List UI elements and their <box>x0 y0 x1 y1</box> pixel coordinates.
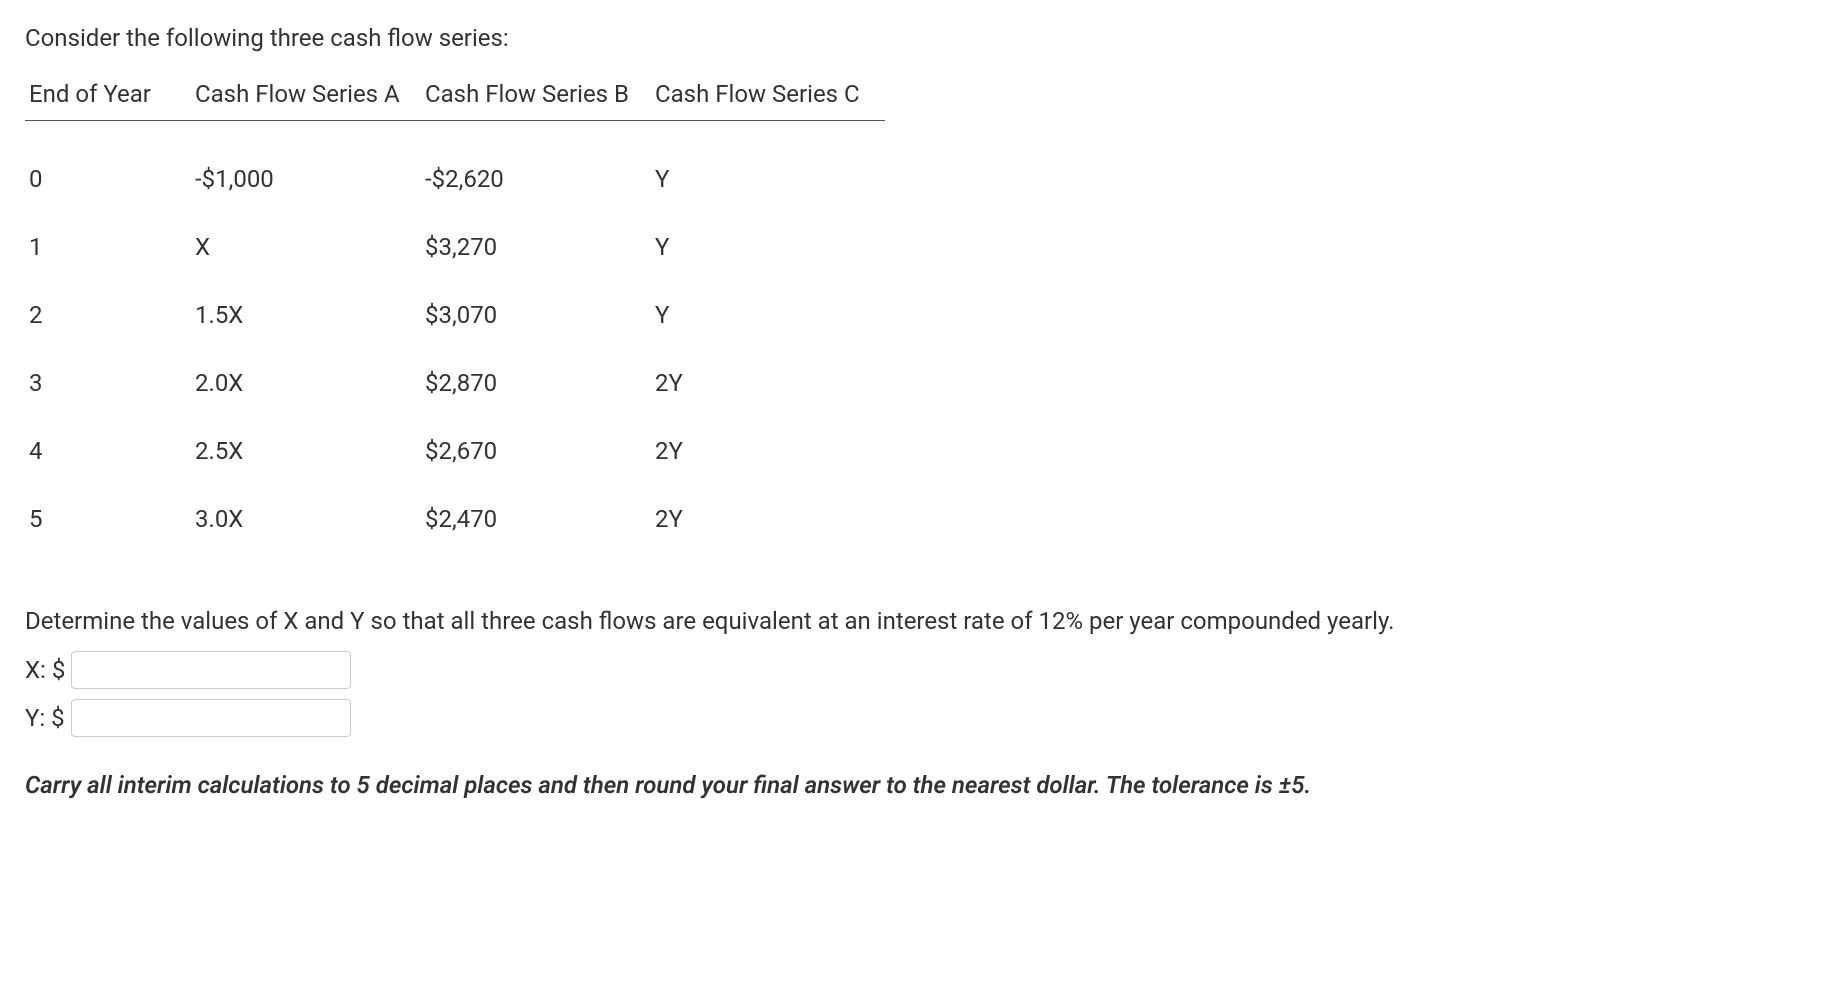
cell-series-a: 3.0X <box>195 485 425 553</box>
cell-series-b: $3,270 <box>425 213 655 281</box>
y-input[interactable] <box>71 699 351 737</box>
table-row: 2 1.5X $3,070 Y <box>25 281 885 349</box>
cell-series-b: $2,470 <box>425 485 655 553</box>
cash-flow-table: End of Year Cash Flow Series A Cash Flow… <box>25 68 885 553</box>
cell-series-b: $2,670 <box>425 417 655 485</box>
table-header-row: End of Year Cash Flow Series A Cash Flow… <box>25 68 885 121</box>
question-text: Determine the values of X and Y so that … <box>25 603 1812 639</box>
input-row-y: Y: $ <box>25 699 1812 737</box>
cell-series-b: $2,870 <box>425 349 655 417</box>
cell-year: 1 <box>25 213 195 281</box>
cell-year: 0 <box>25 121 195 214</box>
cell-series-a: 2.5X <box>195 417 425 485</box>
cell-year: 2 <box>25 281 195 349</box>
x-label: X: $ <box>25 652 65 688</box>
cash-flow-table-container: End of Year Cash Flow Series A Cash Flow… <box>25 68 1812 553</box>
header-series-b: Cash Flow Series B <box>425 68 655 121</box>
table-row: 4 2.5X $2,670 2Y <box>25 417 885 485</box>
cell-series-c: 2Y <box>655 417 885 485</box>
cell-year: 3 <box>25 349 195 417</box>
x-input[interactable] <box>71 651 351 689</box>
input-row-x: X: $ <box>25 651 1812 689</box>
cell-series-c: 2Y <box>655 349 885 417</box>
cell-series-c: Y <box>655 213 885 281</box>
cell-series-a: -$1,000 <box>195 121 425 214</box>
table-row: 0 -$1,000 -$2,620 Y <box>25 121 885 214</box>
table-row: 3 2.0X $2,870 2Y <box>25 349 885 417</box>
table-row: 5 3.0X $2,470 2Y <box>25 485 885 553</box>
table-row: 1 X $3,270 Y <box>25 213 885 281</box>
header-year: End of Year <box>25 68 195 121</box>
cell-series-a: X <box>195 213 425 281</box>
cell-series-b: -$2,620 <box>425 121 655 214</box>
intro-text: Consider the following three cash flow s… <box>25 20 1812 56</box>
y-label: Y: $ <box>25 700 65 736</box>
header-series-c: Cash Flow Series C <box>655 68 885 121</box>
cell-series-a: 2.0X <box>195 349 425 417</box>
cell-series-c: Y <box>655 121 885 214</box>
footnote-text: Carry all interim calculations to 5 deci… <box>25 767 1812 803</box>
cell-series-b: $3,070 <box>425 281 655 349</box>
cell-series-c: Y <box>655 281 885 349</box>
cell-series-a: 1.5X <box>195 281 425 349</box>
cell-series-c: 2Y <box>655 485 885 553</box>
cell-year: 5 <box>25 485 195 553</box>
cell-year: 4 <box>25 417 195 485</box>
header-series-a: Cash Flow Series A <box>195 68 425 121</box>
